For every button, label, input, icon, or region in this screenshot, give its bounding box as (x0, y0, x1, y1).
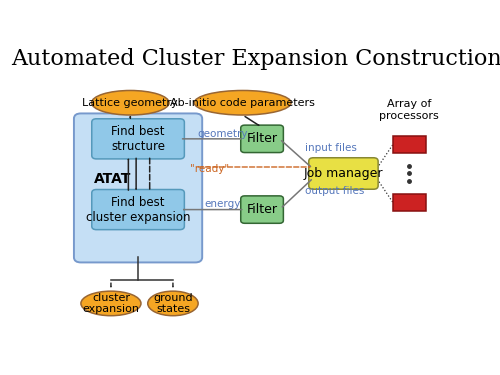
FancyBboxPatch shape (92, 119, 184, 159)
Text: geometry: geometry (198, 129, 248, 139)
Ellipse shape (92, 90, 169, 115)
Text: cluster
expansion: cluster expansion (82, 292, 140, 314)
Text: input files: input files (306, 142, 358, 153)
Text: output files: output files (306, 186, 365, 196)
Text: Find best
structure: Find best structure (111, 125, 165, 153)
Text: Automated Cluster Expansion Construction: Automated Cluster Expansion Construction (11, 48, 500, 70)
FancyBboxPatch shape (309, 158, 378, 189)
Bar (393, 194, 426, 211)
Ellipse shape (148, 291, 198, 316)
Ellipse shape (194, 90, 291, 115)
Text: Ab-initio code parameters: Ab-initio code parameters (170, 98, 315, 108)
Bar (393, 136, 426, 153)
FancyBboxPatch shape (74, 113, 202, 262)
Text: Filter: Filter (246, 132, 278, 146)
Text: Find best
cluster expansion: Find best cluster expansion (86, 196, 190, 223)
Text: Array of
processors: Array of processors (380, 99, 439, 121)
Text: "ready": "ready" (190, 164, 230, 174)
Ellipse shape (81, 291, 141, 316)
FancyBboxPatch shape (241, 196, 284, 223)
Text: energy: energy (204, 200, 240, 209)
Text: ATAT: ATAT (94, 172, 132, 186)
Text: Job manager: Job manager (304, 167, 383, 180)
FancyBboxPatch shape (241, 125, 284, 153)
Text: Lattice geometry: Lattice geometry (82, 98, 178, 108)
FancyBboxPatch shape (92, 189, 184, 230)
Text: ground
states: ground states (153, 292, 193, 314)
Text: Filter: Filter (246, 203, 278, 216)
